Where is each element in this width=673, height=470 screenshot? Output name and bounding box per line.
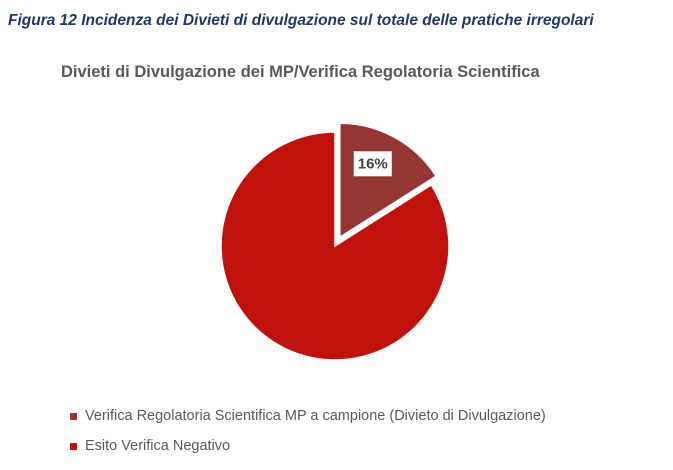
- pie-slice-1: [220, 131, 450, 361]
- legend-swatch-esito-negativo: [70, 442, 77, 450]
- legend-swatch-divieto: [70, 412, 77, 420]
- data-label-box-0: [353, 151, 392, 177]
- pie-chart: 16%: [220, 122, 450, 361]
- legend-label-esito-negativo: Esito Verifica Negativo: [85, 438, 231, 454]
- figure-caption: Figura 12 Incidenza dei Divieti di divul…: [8, 12, 594, 29]
- data-label-0: 16%: [353, 151, 392, 177]
- chart-title: Divieti di Divulgazione dei MP/Verifica …: [61, 63, 540, 81]
- legend-item-divieto: Verifica Regolatoria Scientifica MP a ca…: [70, 405, 546, 427]
- legend-label-divieto: Verifica Regolatoria Scientifica MP a ca…: [85, 408, 546, 424]
- legend-item-esito-negativo: Esito Verifica Negativo: [70, 435, 546, 457]
- chart-legend: Verifica Regolatoria Scientifica MP a ca…: [70, 405, 546, 465]
- data-label-text-0: 16%: [358, 155, 388, 172]
